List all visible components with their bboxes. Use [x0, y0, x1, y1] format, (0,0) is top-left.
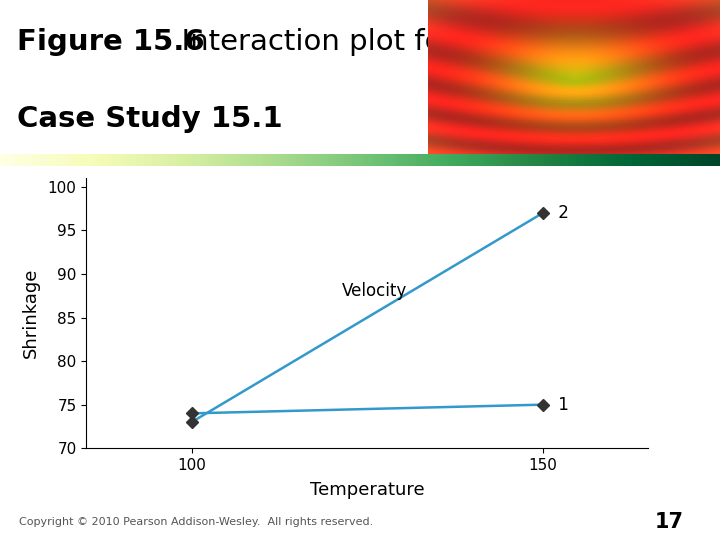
- Text: 1: 1: [553, 396, 569, 414]
- X-axis label: Temperature: Temperature: [310, 481, 425, 500]
- Text: 17: 17: [655, 512, 684, 532]
- Text: Interaction plot for: Interaction plot for: [163, 28, 454, 56]
- Text: 2: 2: [553, 204, 569, 222]
- Y-axis label: Shrinkage: Shrinkage: [22, 268, 40, 359]
- Text: Velocity: Velocity: [341, 282, 407, 300]
- Text: Copyright © 2010 Pearson Addison-Wesley.  All rights reserved.: Copyright © 2010 Pearson Addison-Wesley.…: [19, 517, 373, 528]
- Text: Case Study 15.1: Case Study 15.1: [17, 105, 283, 133]
- Text: Figure 15.6: Figure 15.6: [17, 28, 204, 56]
